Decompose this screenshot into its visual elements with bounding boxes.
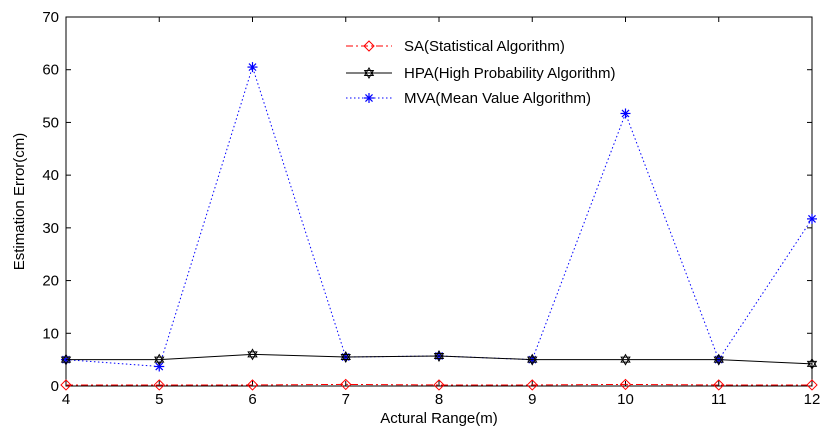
diamond-marker [433,379,445,391]
data-point [806,357,818,370]
data-point [340,378,352,391]
data-point [154,353,165,366]
y-tick-label: 40 [42,167,59,184]
data-point [713,379,725,391]
data-point [60,379,72,391]
y-axis-label: Estimation Error(cm) [11,133,28,271]
data-point [713,353,724,366]
legend-entry: MVA(Mean Value Algorithm) [346,90,591,107]
hexagram-triangle [363,70,375,80]
hexagram-triangle [620,353,631,363]
asterisk-stroke [248,63,257,72]
data-point [620,108,631,119]
asterisk-stroke [365,94,373,102]
data-point [154,361,165,372]
hexagram-triangle [247,351,258,361]
hexagram-triangle [527,356,538,366]
data-point [527,353,538,366]
data-point [433,349,445,362]
hexagram-triangle [340,351,351,361]
data-point [247,348,258,361]
x-tick-label: 9 [528,391,536,408]
x-tick-label: 12 [804,391,821,408]
diamond-marker [806,379,818,391]
legend: SA(Statistical Algorithm) HPA(High Probab… [346,38,615,107]
x-tick-label: 10 [617,391,634,408]
y-tick-label: 50 [42,114,59,131]
data-point [60,353,72,366]
diamond-marker [363,40,375,52]
data-point [619,378,632,391]
data-point [247,62,258,73]
series-line [66,383,812,386]
x-tick-label: 4 [62,391,70,408]
hexagram-triangle [247,348,258,358]
hexagram-triangle [433,349,445,359]
x-axis-label: Actural Range(m) [380,410,498,427]
diamond-marker [340,378,352,391]
data-point [153,379,165,391]
series-1 [60,348,818,370]
plot-frame [65,16,813,387]
x-tick-label: 6 [248,391,256,408]
data-point [526,379,538,391]
hexagram-triangle [527,353,538,363]
y-tick-label: 60 [42,62,59,79]
asterisk-stroke [808,214,816,223]
y-tick-label: 30 [42,220,59,237]
hexagram-triangle [154,356,165,366]
legend-entry: HPA(High Probability Algorithm) [346,65,615,82]
hexagram-triangle [806,357,818,367]
diamond-marker [246,379,259,391]
series-line [66,353,813,365]
y-tick-label: 20 [42,273,59,290]
y-tick-label: 10 [42,325,59,342]
x-tick-label: 11 [711,391,727,408]
legend-marker [363,40,375,52]
hexagram-triangle [713,356,724,366]
hexagram-triangle [60,356,72,366]
data-point [620,353,631,366]
diamond-marker [60,379,72,391]
diamond-marker [713,379,725,391]
legend-label: SA(Statistical Algorithm) [404,38,565,55]
hexagram-triangle [154,353,165,363]
x-tick-label: 8 [435,391,443,408]
x-tick-label: 7 [342,391,350,408]
data-point [246,379,259,391]
legend-label: MVA(Mean Value Algorithm) [404,90,591,107]
legend-marker [364,93,374,103]
series-group [60,62,818,391]
diamond-marker [526,379,538,391]
hexagram-triangle [806,360,818,370]
asterisk-stroke [155,362,164,371]
y-tick-label: 70 [42,9,59,26]
diamond-marker [153,379,165,391]
data-point [340,351,351,364]
hexagram-triangle [620,356,631,366]
diamond-marker [619,378,632,391]
legend-entry: SA(Statistical Algorithm) [346,38,565,55]
hexagram-triangle [60,353,72,363]
data-point [807,213,817,224]
series-0 [60,378,818,391]
hexagram-triangle [433,352,445,362]
legend-label: HPA(High Probability Algorithm) [404,65,615,82]
legend-marker [363,66,375,80]
hexagram-triangle [713,353,724,363]
asterisk-stroke [621,109,630,118]
data-point [806,379,818,391]
plot-area [65,16,813,387]
hexagram-triangle [363,66,375,76]
data-point [433,379,445,391]
hexagram-triangle [340,354,351,364]
y-tick-label: 0 [51,378,59,395]
axes: 4 5 6 7 8 9 10 11 12 0 10 20 30 40 50 60 70 [42,9,820,408]
x-tick-label: 5 [155,391,163,408]
